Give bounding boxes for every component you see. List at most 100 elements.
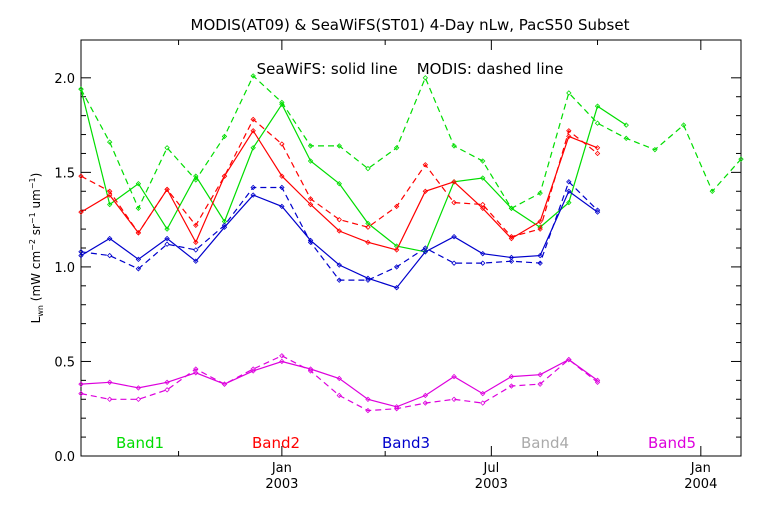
series-layer <box>78 73 744 414</box>
data-point-band1-seawifs <box>365 220 371 227</box>
data-point-band3-modis <box>594 207 601 213</box>
data-point-band2-modis <box>566 128 572 134</box>
series-line-band5-seawifs <box>80 358 598 408</box>
data-point-band1-modis <box>221 133 228 140</box>
data-point-band3-seawifs <box>451 233 457 240</box>
data-point-band1-modis <box>594 120 601 126</box>
data-point-band3-modis <box>393 264 400 270</box>
data-point-band1-modis <box>480 158 486 164</box>
x-tick-label-year: 2003 <box>265 477 298 492</box>
x-tick-label-month: Jan <box>271 461 292 476</box>
data-point-band3-seawifs <box>279 203 285 210</box>
data-point-band1-modis <box>623 135 629 142</box>
data-point-band1-seawifs <box>480 175 486 181</box>
data-point-band5-modis <box>566 356 572 363</box>
data-point-band2-modis <box>508 233 515 240</box>
chart-subtitle: SeaWiFS: solid line MODIS: dashed line <box>257 60 564 78</box>
data-point-band1-modis <box>250 73 256 79</box>
data-point-band3-modis <box>221 222 228 228</box>
data-point-band5-seawifs <box>451 373 457 380</box>
data-point-band1-seawifs <box>623 122 629 128</box>
data-point-band2-modis <box>193 222 199 228</box>
data-point-band2-modis <box>135 230 142 236</box>
data-point-band3-modis <box>78 249 84 255</box>
data-point-band5-seawifs <box>279 358 285 365</box>
data-point-band5-modis <box>250 366 256 372</box>
y-axis-label-unit-c: um <box>29 189 43 212</box>
y-axis-label-unit-d: ) <box>29 173 43 178</box>
data-point-band3-modis <box>480 260 486 266</box>
data-point-band1-modis <box>537 190 543 196</box>
data-point-band5-seawifs <box>422 392 429 399</box>
data-point-band5-seawifs <box>193 370 199 376</box>
data-point-band5-modis <box>307 368 314 374</box>
data-point-band5-modis <box>164 387 170 393</box>
chart-title: MODIS(AT09) & SeaWiFS(ST01) 4-Day nLw, P… <box>191 16 630 34</box>
data-point-band1-seawifs <box>221 218 228 225</box>
data-point-band1-seawifs <box>193 173 199 179</box>
data-point-band1-seawifs <box>566 199 572 206</box>
data-point-band2-seawifs <box>307 201 314 208</box>
x-tick-label-year: 2004 <box>684 477 717 492</box>
legend-item-band4: Band4 <box>521 434 569 452</box>
data-point-band1-seawifs <box>164 226 170 232</box>
data-point-band5-seawifs <box>365 396 371 402</box>
legend-item-band2: Band2 <box>252 434 300 452</box>
data-point-band1-seawifs <box>250 145 256 151</box>
data-point-band1-modis <box>451 143 457 149</box>
data-point-band5-modis <box>393 406 400 412</box>
data-point-band3-modis <box>365 277 371 283</box>
data-point-band1-modis <box>107 139 113 145</box>
data-point-band2-modis <box>307 196 314 202</box>
data-point-band1-modis <box>652 146 658 153</box>
legend-item-band5: Band5 <box>648 434 696 452</box>
data-point-band5-modis <box>279 353 285 359</box>
data-point-band3-modis <box>422 245 429 251</box>
data-point-band2-modis <box>78 173 84 179</box>
y-axis-label-subscript: wn <box>36 305 45 317</box>
data-point-band3-modis <box>193 247 199 253</box>
data-point-band3-modis <box>451 260 457 266</box>
data-point-band3-seawifs <box>336 262 342 268</box>
data-point-band5-modis <box>135 396 142 402</box>
data-point-band2-modis <box>451 199 457 206</box>
data-point-band3-seawifs <box>164 235 170 242</box>
y-tick-label: 1.0 <box>54 261 75 276</box>
legend-layer: Band1 Band2 Band3 Band4 Band5 <box>116 434 696 452</box>
data-point-band2-seawifs <box>365 239 371 246</box>
data-point-band5-seawifs <box>480 390 486 397</box>
data-point-band1-modis <box>135 205 142 211</box>
data-point-band1-seawifs <box>135 181 142 187</box>
data-point-band2-seawifs <box>422 188 429 194</box>
data-point-band3-seawifs <box>537 252 543 259</box>
x-tick-label-month: Jan <box>690 461 711 476</box>
data-point-band3-modis <box>250 184 256 191</box>
data-point-band5-seawifs <box>537 372 543 378</box>
data-point-band1-modis <box>393 145 400 151</box>
data-point-band1-seawifs <box>336 181 342 187</box>
data-point-band3-seawifs <box>135 256 142 263</box>
data-point-band5-modis <box>365 407 371 414</box>
data-point-band2-modis <box>279 141 285 147</box>
data-point-band2-modis <box>537 226 543 232</box>
y-axis-label-exp-2: −1 <box>28 212 37 224</box>
legend-item-band1: Band1 <box>116 434 164 452</box>
data-point-band5-seawifs <box>135 385 142 391</box>
data-point-band3-modis <box>508 258 515 264</box>
series-line-band3-modis <box>80 180 598 281</box>
data-point-band2-modis <box>594 150 601 157</box>
data-point-band2-modis <box>221 173 228 179</box>
data-point-band5-modis <box>537 381 543 387</box>
data-point-band5-seawifs <box>164 379 170 385</box>
data-point-band2-seawifs <box>250 128 256 134</box>
data-point-band5-seawifs <box>508 373 515 380</box>
data-point-band5-seawifs <box>107 379 113 385</box>
data-point-band2-seawifs <box>336 228 342 234</box>
data-point-band5-modis <box>480 400 486 406</box>
data-point-band1-modis <box>365 165 371 172</box>
data-point-band2-seawifs <box>393 247 400 253</box>
y-axis-label: Lwn (mW cm−2 sr−1 um−1) <box>28 173 45 324</box>
data-point-band3-modis <box>336 277 342 283</box>
data-point-band2-seawifs <box>78 209 84 215</box>
